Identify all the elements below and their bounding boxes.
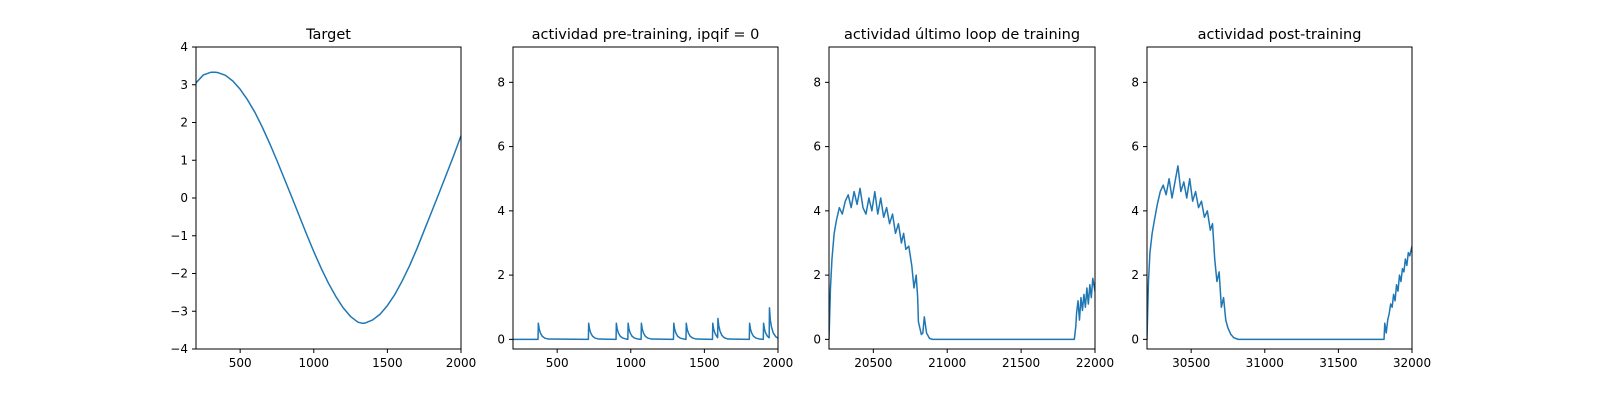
panel-title: actividad post-training bbox=[1198, 27, 1362, 43]
y-tick-label: 4 bbox=[813, 204, 821, 218]
panel-post-training: 30500 31000 31500 32000 0 2 4 6 8 actividad post-… bbox=[1131, 27, 1431, 370]
x-tick-label: 1500 bbox=[372, 356, 403, 370]
series-line-0 bbox=[1147, 165, 1412, 341]
y-tick-label: 6 bbox=[813, 140, 821, 154]
series-line-0 bbox=[196, 71, 461, 325]
y-tick-label: 6 bbox=[1131, 140, 1139, 154]
y-tick-label: 0 bbox=[1131, 332, 1139, 346]
axes-frame bbox=[195, 46, 462, 350]
x-tick-label: 2000 bbox=[446, 356, 477, 370]
y-tick-label: −3 bbox=[170, 304, 188, 318]
x-tick-label: 1000 bbox=[616, 356, 647, 370]
y-tick-label: 0 bbox=[180, 191, 188, 205]
panel-target: 500 1000 1500 2000 −4 −3 −2 −1 0 1 2 3 4 Target bbox=[170, 27, 476, 370]
y-tick-label: 1 bbox=[180, 153, 188, 167]
x-tick-label: 500 bbox=[546, 356, 569, 370]
panel-title: actividad pre-training, ipqif = 0 bbox=[532, 27, 760, 43]
x-tick-label: 30500 bbox=[1172, 356, 1210, 370]
panel-title: actividad último loop de training bbox=[844, 27, 1080, 43]
y-tick-label: −4 bbox=[170, 342, 188, 356]
axes-frame bbox=[828, 46, 1096, 350]
y-tick-label: 0 bbox=[497, 332, 505, 346]
x-tick-label: 22000 bbox=[1076, 356, 1114, 370]
panel-pre-training: 500 1000 1500 2000 0 2 4 6 8 actividad pre-traini… bbox=[497, 27, 793, 370]
series-line-0 bbox=[513, 307, 778, 341]
y-tick-label: 4 bbox=[1131, 204, 1139, 218]
y-tick-label: 2 bbox=[497, 268, 505, 282]
axes-frame bbox=[1146, 46, 1413, 350]
y-tick-label: 6 bbox=[497, 140, 505, 154]
x-tick-label: 32000 bbox=[1393, 356, 1431, 370]
y-tick-label: 4 bbox=[497, 204, 505, 218]
y-tick-label: 2 bbox=[1131, 268, 1139, 282]
y-tick-label: 0 bbox=[813, 332, 821, 346]
y-tick-label: −2 bbox=[170, 267, 188, 281]
x-tick-label: 20500 bbox=[854, 356, 892, 370]
y-tick-label: 8 bbox=[813, 75, 821, 89]
y-tick-label: −1 bbox=[170, 229, 188, 243]
axes-frame bbox=[512, 46, 779, 350]
x-tick-label: 31500 bbox=[1319, 356, 1357, 370]
x-tick-label: 2000 bbox=[763, 356, 794, 370]
x-tick-label: 31000 bbox=[1246, 356, 1284, 370]
y-tick-label: 3 bbox=[180, 78, 188, 92]
x-tick-label: 21000 bbox=[928, 356, 966, 370]
panel-ultimo-loop: 20500 21000 21500 22000 0 2 4 6 8 actividad últim… bbox=[813, 27, 1114, 370]
series-line-0 bbox=[829, 187, 1095, 341]
y-tick-label: 8 bbox=[497, 75, 505, 89]
x-tick-label: 21500 bbox=[1002, 356, 1040, 370]
x-tick-label: 1000 bbox=[299, 356, 330, 370]
panel-title: Target bbox=[305, 27, 351, 43]
y-tick-label: 2 bbox=[180, 116, 188, 130]
y-tick-label: 4 bbox=[180, 40, 188, 54]
y-tick-label: 8 bbox=[1131, 75, 1139, 89]
x-tick-label: 500 bbox=[229, 356, 252, 370]
y-tick-label: 2 bbox=[813, 268, 821, 282]
x-tick-label: 1500 bbox=[689, 356, 720, 370]
